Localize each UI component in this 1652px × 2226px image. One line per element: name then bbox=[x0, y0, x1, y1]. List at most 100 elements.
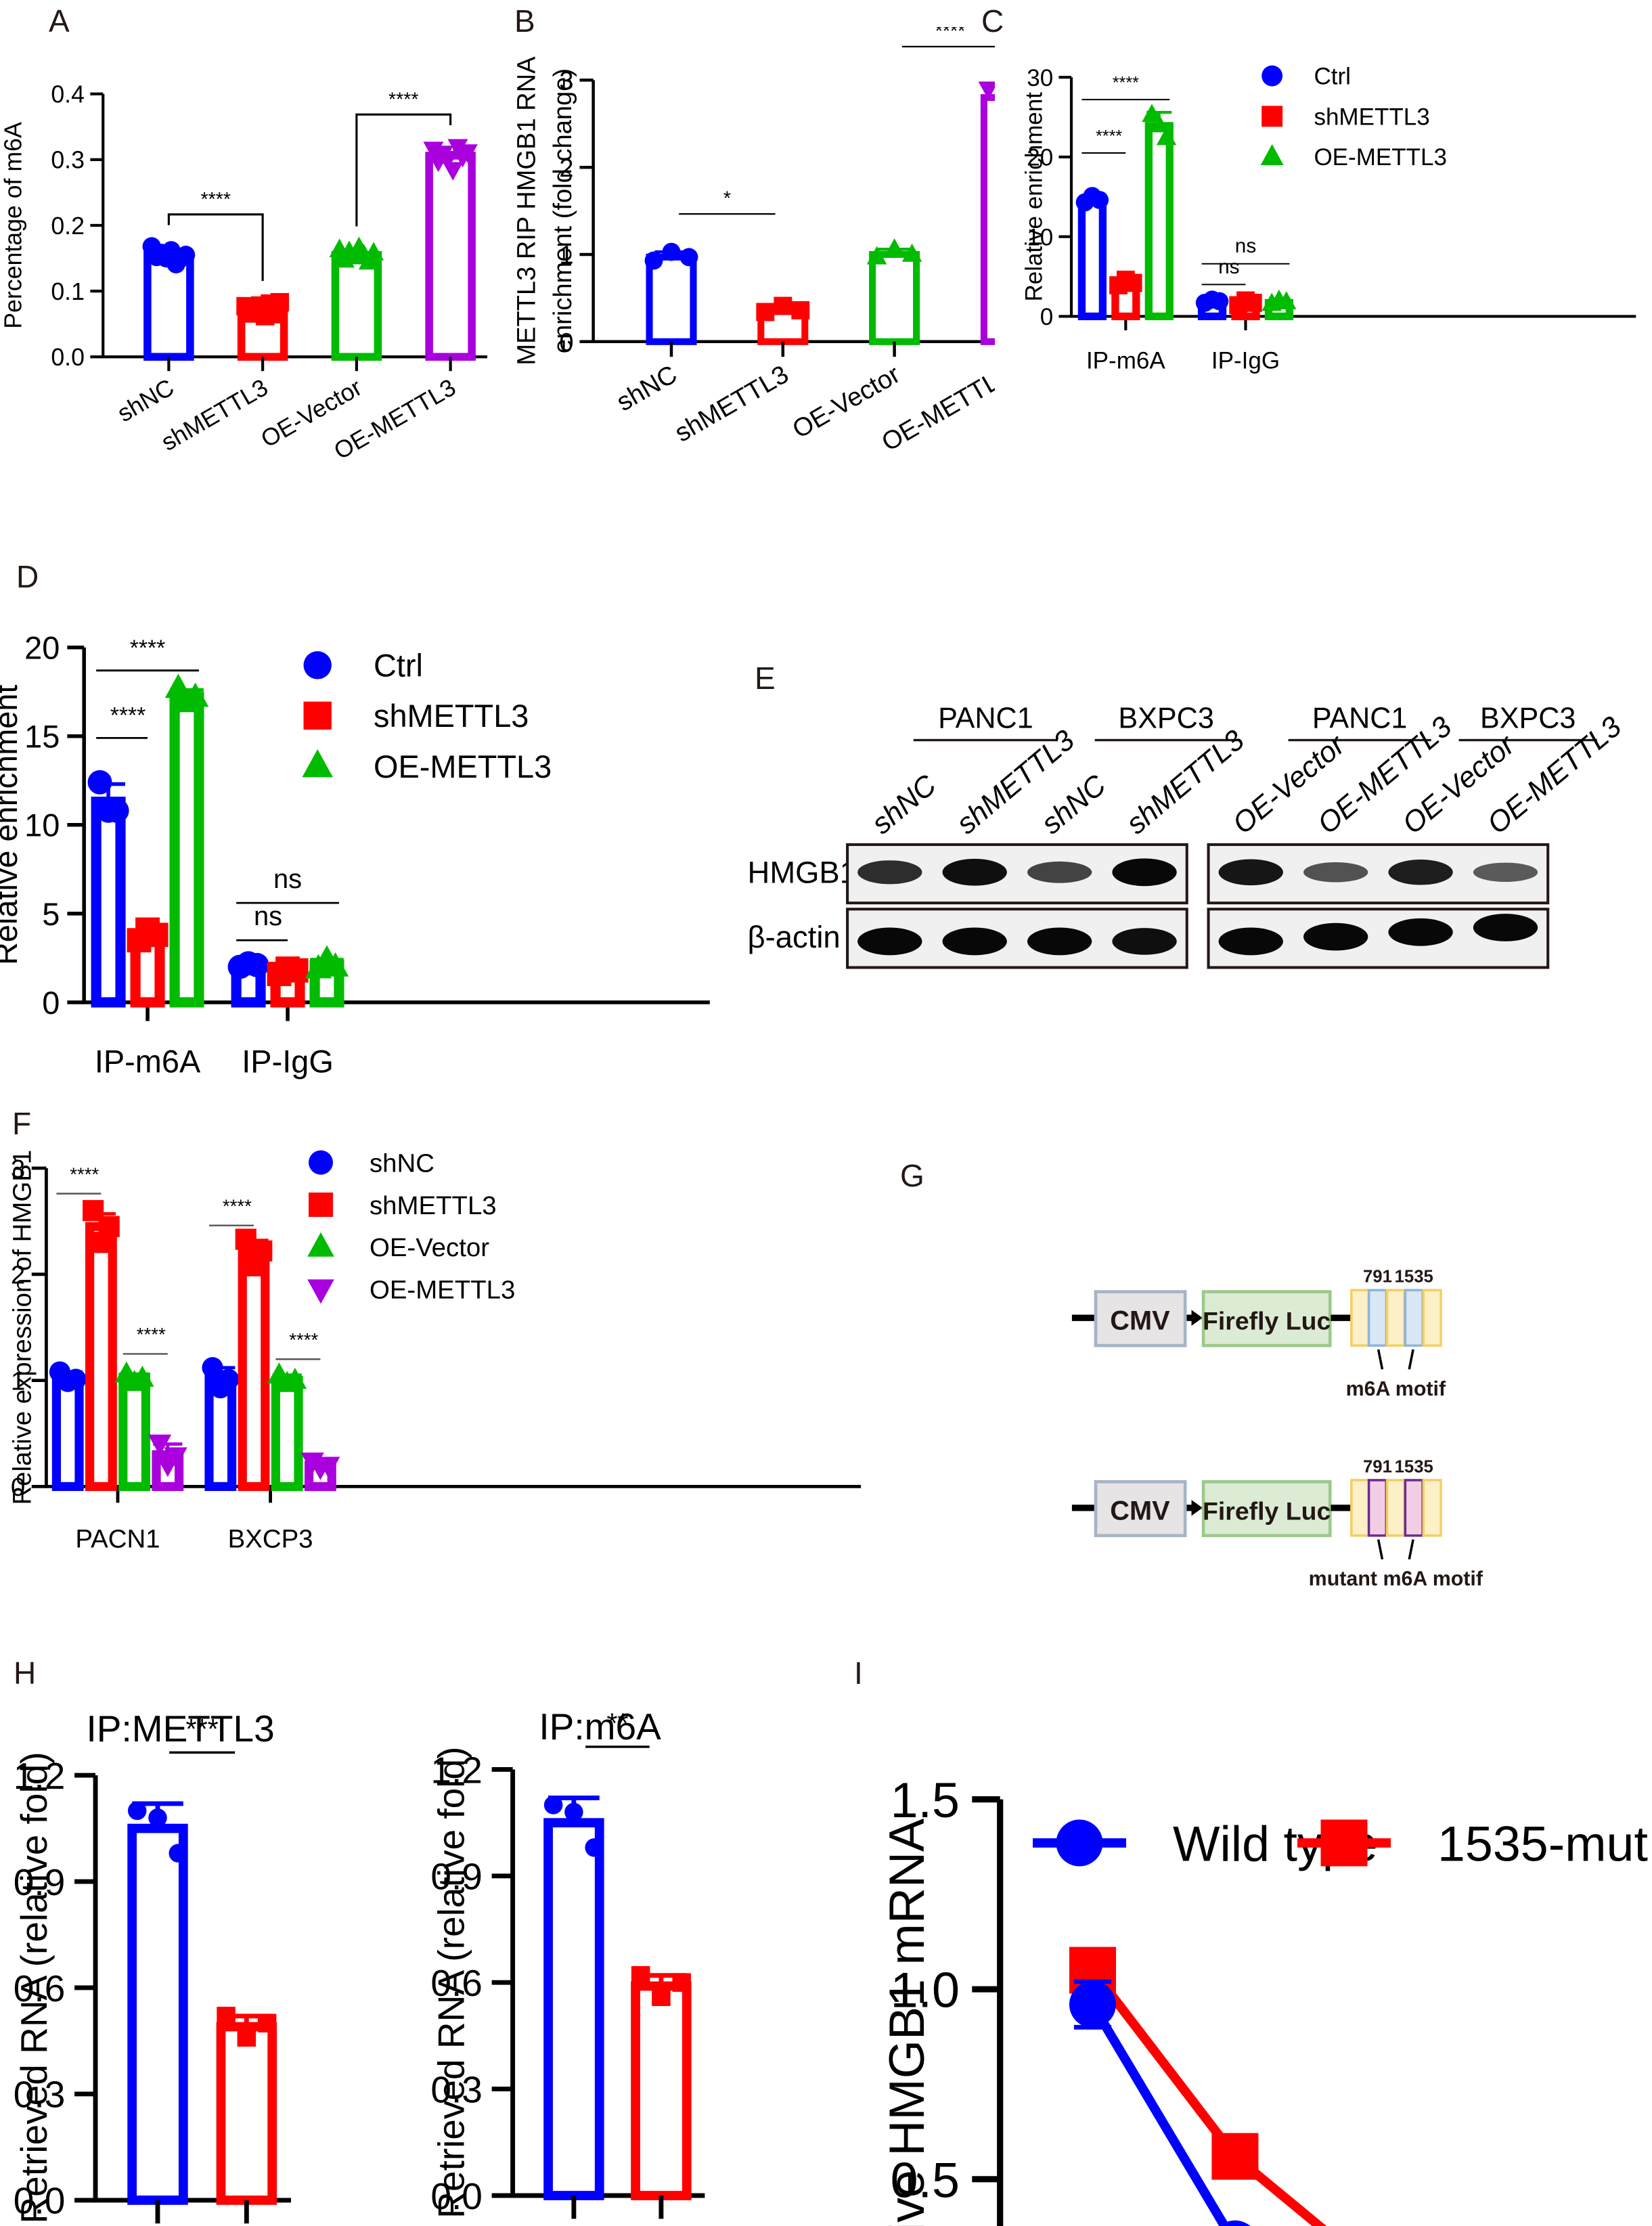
data-point bbox=[104, 798, 129, 823]
blot-band bbox=[1473, 914, 1538, 941]
chart-B-ytick-label: 3 bbox=[559, 67, 573, 95]
legend-marker bbox=[308, 1193, 333, 1217]
chart-F-xtick-label: BXCP3 bbox=[228, 1524, 313, 1553]
bar-group bbox=[1109, 270, 1142, 321]
significance-label: **** bbox=[110, 703, 146, 728]
data-point bbox=[283, 1367, 307, 1389]
m6a-motif-segment bbox=[1367, 1479, 1388, 1537]
chart-F-ytick-label: 3 bbox=[11, 1155, 25, 1184]
chart-h-ip-mettl3: 0.00.30.60.91.2Wild type1535-mut***Retri… bbox=[13, 1708, 292, 2224]
legend-label: Ctrl bbox=[374, 648, 423, 684]
data-point bbox=[652, 1987, 671, 2006]
motif-pointer bbox=[1377, 1539, 1384, 1560]
chart-H1-ytick-label: 0.6 bbox=[14, 1967, 66, 2009]
bar bbox=[118, 1373, 150, 1491]
legend-item: shMETTL3 bbox=[303, 698, 529, 734]
panel-label-c: C bbox=[981, 3, 1004, 39]
panel-label-h: H bbox=[14, 1655, 37, 1691]
data-point bbox=[447, 139, 468, 158]
blot-band bbox=[1112, 928, 1177, 955]
data-point bbox=[438, 151, 459, 170]
blot-band bbox=[1473, 862, 1538, 882]
bar-group bbox=[216, 2007, 277, 2205]
bar bbox=[631, 1981, 692, 2200]
blot-band bbox=[857, 927, 922, 956]
significance-label: **** bbox=[223, 1195, 252, 1216]
chart-H2-title: IP:m6A bbox=[539, 1706, 661, 1748]
bar-group bbox=[543, 1796, 604, 2200]
chart-B-ytick-label: 1 bbox=[559, 242, 573, 270]
data-point bbox=[217, 2007, 236, 2026]
legend-label: OE-METTL3 bbox=[370, 1276, 515, 1305]
data-point bbox=[363, 242, 384, 261]
chart-D-ytick-label: 10 bbox=[24, 808, 60, 843]
legend-marker bbox=[307, 1232, 334, 1257]
data-point bbox=[127, 1801, 147, 1821]
data-point bbox=[564, 1802, 583, 1822]
bar bbox=[425, 152, 476, 361]
chart-B-ylabel: enrichment (fold change) bbox=[549, 68, 577, 353]
significance-label: ns bbox=[1235, 235, 1256, 257]
bar bbox=[51, 1373, 84, 1491]
data-point bbox=[131, 1365, 154, 1387]
significance-label: **** bbox=[935, 27, 965, 42]
significance-bracket bbox=[167, 213, 264, 282]
bar-group bbox=[329, 236, 384, 361]
bar-group bbox=[83, 1200, 120, 1491]
blot-band bbox=[1112, 858, 1177, 887]
data-point bbox=[316, 1456, 340, 1478]
bar-group bbox=[87, 770, 129, 1008]
chart-H2-ytick-label: 0.3 bbox=[430, 2068, 483, 2110]
chart-F-ytick-label: 2 bbox=[11, 1261, 25, 1290]
blot-band bbox=[1388, 860, 1453, 885]
blot-band bbox=[1218, 859, 1283, 886]
data-point bbox=[148, 1808, 167, 1827]
legend-label: OE-METTL3 bbox=[374, 749, 552, 784]
significance-label: ** bbox=[606, 1708, 628, 1739]
m6a-motif-segment bbox=[1367, 1289, 1388, 1347]
significance-label: **** bbox=[1096, 127, 1122, 146]
blot-group-label: PANC1 bbox=[938, 702, 1033, 734]
significance-label: **** bbox=[70, 1163, 99, 1184]
chart-H1-ylabel: Retrieved RNA (relative fold) bbox=[13, 1752, 55, 2223]
chart-F-ytick-label: 0 bbox=[11, 1473, 25, 1502]
bar bbox=[169, 692, 204, 1008]
bar-group bbox=[164, 673, 209, 1008]
bar-group bbox=[1262, 289, 1297, 321]
data-point bbox=[202, 1357, 223, 1379]
chart-D-ytick-label: 5 bbox=[42, 897, 60, 932]
legend-label: shNC bbox=[370, 1149, 434, 1178]
bar bbox=[1144, 122, 1174, 321]
data-point bbox=[284, 958, 309, 983]
panel-label-d: D bbox=[16, 559, 39, 594]
promoter-label: CMV bbox=[1110, 1496, 1170, 1526]
chart-i-mrna-decay: 0.00.51.01.50246Time(h)Relative HMGB1 mR… bbox=[878, 1772, 1648, 2226]
chart-B-ytick-label: 0 bbox=[559, 329, 573, 357]
panel-label-e: E bbox=[755, 661, 776, 696]
legend-marker bbox=[303, 651, 332, 680]
bar-group bbox=[142, 237, 196, 361]
significance-label: **** bbox=[1113, 74, 1139, 93]
data-point bbox=[98, 1216, 120, 1237]
panel-label-g: G bbox=[900, 1158, 924, 1193]
chart-H1-ytick-label: 0.3 bbox=[14, 2074, 66, 2116]
chart-A-xtick-label: shNC bbox=[113, 374, 179, 427]
data-point bbox=[65, 1368, 87, 1390]
chart-C-xtick-label: IP-IgG bbox=[1211, 348, 1280, 374]
blot-band bbox=[1027, 861, 1092, 883]
chart-A-xtick-label: shMETTL3 bbox=[156, 374, 272, 456]
panel-label-f: F bbox=[12, 1106, 32, 1141]
chart-H1-title: IP:METTL3 bbox=[86, 1708, 274, 1750]
site-label: 1535 bbox=[1395, 1268, 1433, 1287]
data-point bbox=[543, 1796, 563, 1815]
reporter-box bbox=[1201, 1479, 1332, 1538]
series-1535-mut bbox=[1069, 1946, 1327, 2226]
chart-A-ytick-label: 0.4 bbox=[51, 81, 85, 108]
data-point bbox=[884, 238, 905, 257]
data-point bbox=[774, 296, 792, 315]
chart-h-ip-m6a: 0.00.30.60.91.2Wild type1535-mut**Retrie… bbox=[430, 1706, 705, 2219]
utr-segment bbox=[1422, 1289, 1442, 1347]
data-point bbox=[679, 248, 698, 267]
chart-H1-ytick-label: 1.2 bbox=[14, 1755, 66, 1797]
